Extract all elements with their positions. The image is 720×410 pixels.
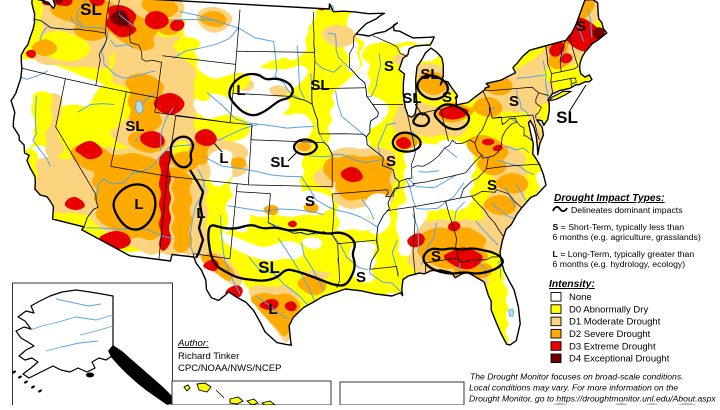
svg-text:S: S bbox=[384, 58, 394, 75]
svg-text:6 months (e.g. agriculture, gr: 6 months (e.g. agriculture, grasslands) bbox=[553, 232, 701, 242]
svg-text:D2 Severe Drought: D2 Severe Drought bbox=[569, 329, 651, 340]
svg-text:S: S bbox=[509, 93, 519, 110]
svg-text:Drought Monitor, go to https:/: Drought Monitor, go to https://droughtmo… bbox=[469, 394, 716, 404]
svg-text:S = Short-Term, typically less: S = Short-Term, typically less than bbox=[553, 222, 685, 232]
svg-text:The Drought Monitor focuses on: The Drought Monitor focuses on broad-sca… bbox=[470, 372, 684, 382]
svg-text:6 months (e.g. hydrology, ecol: 6 months (e.g. hydrology, ecology) bbox=[553, 259, 686, 269]
svg-text:Drought Impact Types:: Drought Impact Types: bbox=[554, 193, 665, 204]
svg-text:Local conditions may vary. For: Local conditions may vary. For more info… bbox=[469, 383, 678, 393]
svg-text:L: L bbox=[196, 205, 205, 222]
svg-text:SL: SL bbox=[125, 118, 144, 135]
svg-text:Author:: Author: bbox=[177, 338, 209, 349]
svg-text:S: S bbox=[442, 89, 452, 106]
svg-text:L: L bbox=[219, 150, 228, 167]
svg-text:SL: SL bbox=[420, 66, 439, 83]
svg-text:S: S bbox=[431, 248, 441, 265]
svg-text:L: L bbox=[236, 82, 245, 99]
svg-text:Delineates dominant impacts: Delineates dominant impacts bbox=[571, 205, 683, 215]
svg-text:CPC/NOAA/NWS/NCEP: CPC/NOAA/NWS/NCEP bbox=[178, 363, 281, 374]
svg-text:None: None bbox=[569, 292, 592, 303]
svg-text:S: S bbox=[576, 18, 586, 35]
svg-text:D1 Moderate Drought: D1 Moderate Drought bbox=[569, 317, 661, 328]
svg-text:D0 Abnormally Dry: D0 Abnormally Dry bbox=[569, 304, 648, 315]
svg-text:S: S bbox=[487, 177, 497, 194]
svg-text:D3 Extreme Drought: D3 Extreme Drought bbox=[569, 341, 656, 352]
svg-text:SL: SL bbox=[270, 154, 289, 171]
svg-text:S: S bbox=[386, 153, 396, 170]
svg-text:SL: SL bbox=[556, 108, 578, 127]
svg-text:Richard Tinker: Richard Tinker bbox=[178, 351, 239, 362]
svg-text:S: S bbox=[305, 193, 315, 210]
svg-text:L = Long-Term, typically great: L = Long-Term, typically greater than bbox=[553, 249, 695, 259]
svg-text:SL: SL bbox=[402, 90, 421, 107]
svg-text:SL: SL bbox=[310, 77, 329, 94]
svg-text:Intensity:: Intensity: bbox=[549, 279, 595, 290]
svg-text:S: S bbox=[356, 269, 366, 286]
svg-text:D4 Exceptional Drought: D4 Exceptional Drought bbox=[569, 354, 670, 365]
svg-text:L: L bbox=[268, 301, 277, 318]
svg-text:SL: SL bbox=[80, 0, 102, 19]
svg-text:L: L bbox=[134, 196, 143, 213]
svg-text:SL: SL bbox=[258, 258, 280, 277]
